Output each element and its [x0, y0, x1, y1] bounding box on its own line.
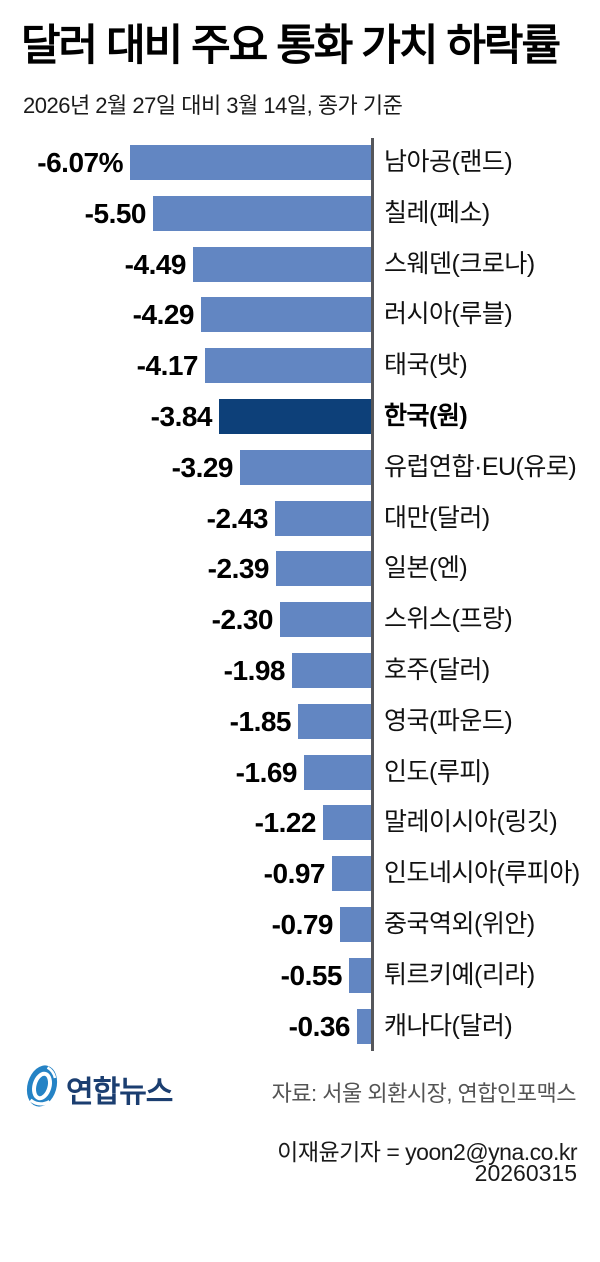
bar-value-label: -0.79 [271, 909, 334, 940]
yonhap-globe-icon [26, 1063, 58, 1114]
bar-value-label: -1.22 [254, 807, 317, 838]
bar [130, 145, 371, 180]
bar-category-label: 남아공(랜드) [384, 148, 513, 176]
bar [357, 1009, 371, 1044]
bar-value-label: -3.84 [150, 401, 213, 432]
bar [276, 551, 371, 586]
bar-value-label: -0.55 [280, 960, 343, 991]
bar-value-label: -6.07% [37, 147, 123, 178]
bar [205, 348, 371, 383]
bar-category-label: 칠레(페소) [384, 199, 490, 227]
agency-logo-text: 연합뉴스 [66, 1075, 173, 1109]
bar-value-label: -4.49 [124, 249, 187, 280]
bar-value-label: -3.29 [171, 452, 234, 483]
bar-value-label: -4.29 [132, 299, 195, 330]
bar-value-label: -1.69 [235, 757, 298, 788]
bar-category-label: 튀르키예(리라) [384, 961, 535, 989]
bar-category-label: 영국(파운드) [384, 707, 513, 735]
bar-category-label: 태국(밧) [384, 351, 468, 379]
bar [332, 856, 371, 891]
bar-category-label: 인도네시아(루피아) [384, 859, 580, 887]
bar [298, 704, 371, 739]
bar-value-label: -1.85 [229, 706, 292, 737]
bar-category-label: 스웨덴(크로나) [384, 250, 535, 278]
bar-value-label: -0.97 [263, 858, 326, 889]
date-stamp: 20260315 [474, 1160, 577, 1186]
axis-baseline [371, 138, 374, 1051]
bar-value-label: -2.43 [206, 503, 269, 534]
reporter-byline: 이재윤기자 = yoon2@yna.co.kr [277, 1139, 577, 1165]
bar [153, 196, 371, 231]
bar-category-label: 중국역외(위안) [384, 910, 535, 938]
bar-category-label: 호주(달러) [384, 656, 490, 684]
bar-category-label: 일본(엔) [384, 554, 468, 582]
bar [280, 602, 371, 637]
bar [240, 450, 371, 485]
bar-value-label: -0.36 [288, 1011, 351, 1042]
bar-category-label: 러시아(루블) [384, 300, 513, 328]
bar-value-label: -5.50 [84, 198, 147, 229]
bar [340, 907, 371, 942]
bar [349, 958, 371, 993]
bar-category-label: 캐나다(달러) [384, 1012, 513, 1040]
bar-value-label: -2.39 [207, 553, 270, 584]
bar [292, 653, 371, 688]
bar-category-label: 한국(원) [384, 402, 468, 430]
bar-category-label: 대만(달러) [384, 504, 490, 532]
bar-category-label: 유럽연합·EU(유로) [384, 453, 577, 481]
bar-category-label: 스위스(프랑) [384, 605, 513, 633]
bar-value-label: -4.17 [136, 350, 199, 381]
bar-value-label: -1.98 [223, 655, 286, 686]
bar-highlight-korea [219, 399, 371, 434]
bar [304, 755, 371, 790]
page-title: 달러 대비 주요 통화 가치 하락률 [21, 22, 561, 70]
bar-value-label: -2.30 [211, 604, 274, 635]
bar-category-label: 인도(루피) [384, 758, 490, 786]
bar [323, 805, 371, 840]
bar-category-label: 말레이시아(링깃) [384, 808, 558, 836]
bar [275, 501, 371, 536]
source-credit: 자료: 서울 외환시장, 연합인포맥스 [271, 1081, 577, 1106]
bar [193, 247, 371, 282]
page-subtitle: 2026년 2월 27일 대비 3월 14일, 종가 기준 [23, 93, 403, 118]
bar [201, 297, 371, 332]
agency-logo: 연합뉴스 [26, 1063, 173, 1114]
